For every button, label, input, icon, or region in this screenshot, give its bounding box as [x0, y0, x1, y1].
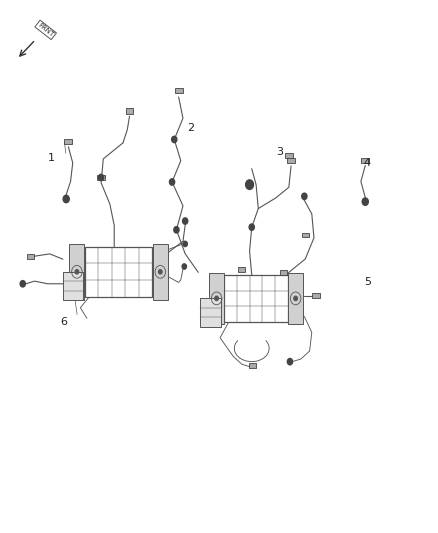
Bar [70, 244, 84, 300]
Bar [249, 363, 256, 368]
Bar [285, 153, 293, 158]
Circle shape [75, 270, 79, 274]
Circle shape [174, 227, 179, 233]
Text: 6: 6 [60, 317, 67, 327]
Circle shape [302, 193, 307, 199]
Circle shape [159, 270, 162, 274]
Circle shape [246, 180, 254, 189]
Circle shape [20, 280, 25, 287]
Text: 3: 3 [277, 147, 284, 157]
Bar [201, 298, 221, 327]
Bar [64, 139, 72, 144]
Circle shape [294, 296, 297, 301]
Circle shape [99, 174, 104, 181]
Bar [302, 233, 309, 238]
Bar [27, 254, 34, 259]
Bar [361, 158, 369, 163]
Text: 2: 2 [187, 123, 194, 133]
Bar [224, 275, 288, 322]
Bar [312, 293, 320, 298]
Circle shape [362, 198, 368, 205]
Bar [85, 247, 152, 297]
Circle shape [215, 296, 219, 301]
Text: 1: 1 [47, 152, 54, 163]
Bar [287, 158, 295, 163]
Circle shape [63, 195, 69, 203]
Text: 5: 5 [364, 278, 371, 287]
Bar [238, 268, 245, 272]
Circle shape [183, 241, 187, 247]
Bar [97, 175, 105, 180]
Bar [126, 108, 134, 114]
Bar [63, 272, 82, 300]
Bar [175, 88, 183, 93]
Bar [280, 270, 287, 274]
Text: FRNT: FRNT [37, 22, 55, 38]
Circle shape [172, 136, 177, 143]
Text: 4: 4 [364, 158, 371, 168]
Circle shape [170, 179, 175, 185]
Bar [153, 244, 168, 300]
Bar [288, 273, 303, 324]
Circle shape [249, 224, 254, 230]
Circle shape [287, 359, 293, 365]
Bar [209, 273, 224, 324]
Circle shape [182, 264, 187, 269]
Circle shape [183, 218, 188, 224]
